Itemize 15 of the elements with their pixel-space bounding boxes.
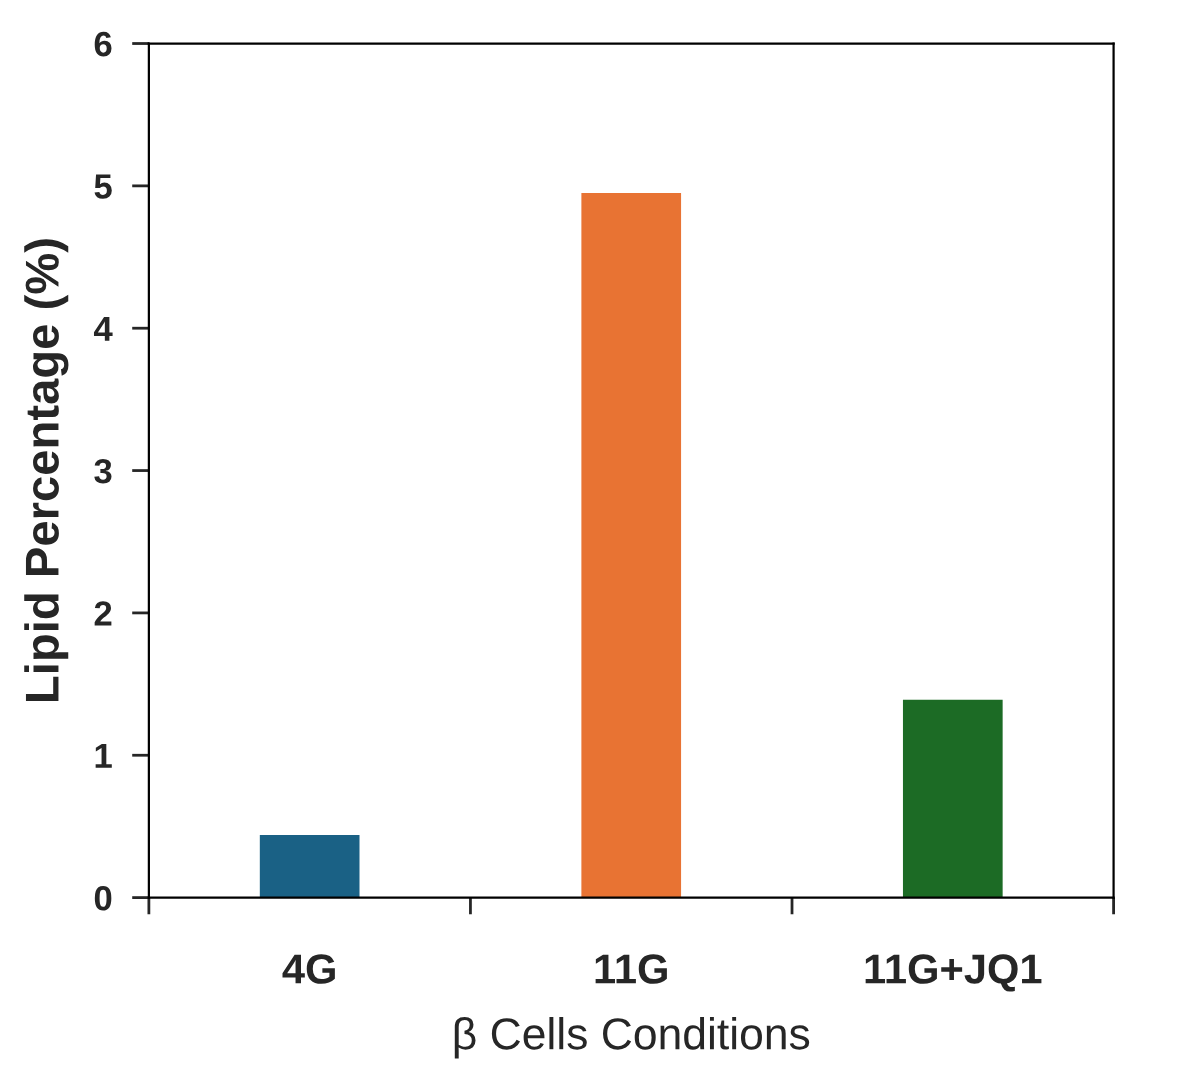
x-tick-label: 11G+JQ1 xyxy=(865,954,1042,992)
x-tick-label: 11G xyxy=(595,954,667,984)
y-tick-label: 3 xyxy=(94,458,112,484)
y-tick-label: 2 xyxy=(94,601,112,626)
y-tick-label: 6 xyxy=(94,31,112,57)
y-tick-label: 5 xyxy=(94,174,112,199)
y-tick-label: 0 xyxy=(94,885,112,911)
bar xyxy=(259,834,360,898)
bar xyxy=(581,192,682,898)
x-axis-title: β Cells Conditions xyxy=(454,1017,810,1059)
y-tick-label: 4 xyxy=(93,316,113,341)
x-tick-label: 4G xyxy=(282,954,335,984)
y-axis-title: Lipid Percentage (%) xyxy=(24,239,69,701)
bar xyxy=(902,699,1003,898)
y-tick-label: 1 xyxy=(95,743,112,768)
